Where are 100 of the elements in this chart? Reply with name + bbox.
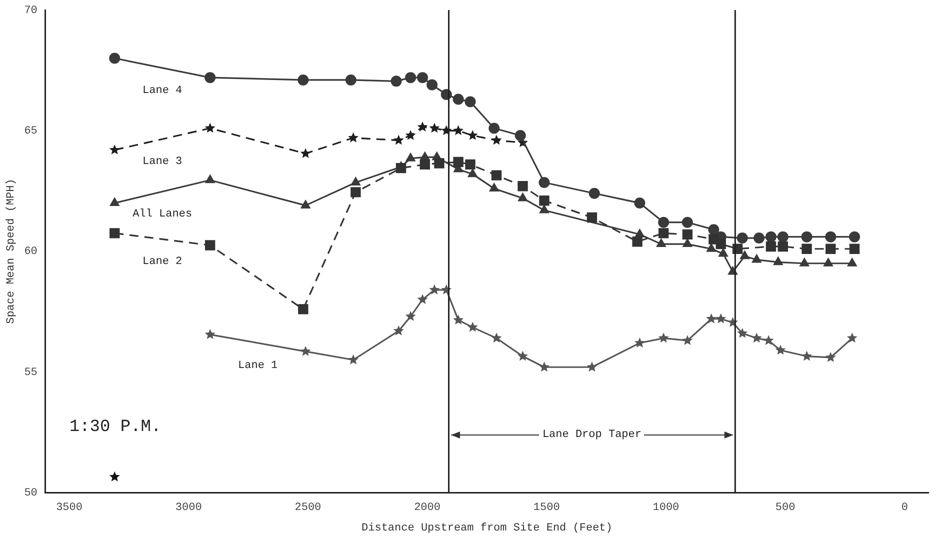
point (488, 122, 500, 134)
x-tick-label: 3500 (56, 502, 82, 514)
point (396, 162, 406, 174)
point (634, 198, 646, 209)
x-axis-title: Distance Upstream from Site End (Feet) (362, 522, 612, 534)
point (778, 241, 788, 252)
y-tick-label: 55 (24, 366, 38, 379)
y-axis-title: Space Mean Speed (MPH) (6, 178, 18, 324)
point (406, 152, 416, 162)
point (588, 188, 600, 199)
point (823, 258, 834, 266)
point (802, 244, 812, 254)
x-tick-label: 0 (901, 502, 908, 514)
point (539, 362, 550, 372)
point (586, 212, 598, 223)
point (849, 231, 860, 242)
point (345, 74, 356, 86)
annotation: Lane Drop Taper (539, 428, 644, 441)
point (800, 258, 810, 266)
point (682, 238, 692, 248)
point (586, 362, 598, 372)
point (434, 158, 444, 168)
point (465, 159, 476, 170)
point (763, 335, 774, 346)
point (777, 231, 788, 242)
point (109, 52, 120, 64)
point (682, 216, 693, 228)
point (452, 94, 464, 105)
point (350, 187, 361, 198)
y-tick-label: 65 (24, 126, 38, 138)
point (846, 332, 858, 343)
point (417, 122, 428, 132)
point (298, 74, 309, 86)
point (716, 238, 726, 250)
series-label: Lane 3 (142, 156, 182, 168)
point (426, 79, 438, 90)
point (658, 216, 670, 228)
point (656, 238, 666, 248)
point (468, 168, 478, 178)
point (348, 132, 359, 142)
y-tick-label: 60 (24, 246, 38, 258)
point (775, 344, 786, 355)
point (350, 177, 361, 186)
x-tick-label: 1000 (652, 502, 680, 514)
point (716, 313, 726, 324)
point (110, 228, 120, 238)
point (110, 198, 120, 206)
point (109, 144, 120, 154)
point (467, 130, 478, 140)
point (393, 134, 404, 145)
point (109, 471, 120, 482)
point (453, 314, 464, 325)
point (765, 231, 776, 242)
point (204, 122, 216, 133)
point (348, 354, 359, 364)
point (417, 72, 428, 84)
point (518, 350, 528, 361)
point (766, 241, 776, 252)
point (518, 181, 528, 192)
point (751, 332, 762, 343)
point (658, 228, 669, 238)
point (491, 134, 502, 145)
point (514, 130, 526, 141)
series-label: Lane 2 (142, 256, 182, 268)
point (204, 329, 216, 339)
point (632, 236, 642, 247)
point (658, 332, 669, 343)
point (300, 346, 311, 356)
series-label: Lane 4 (142, 84, 183, 97)
point (706, 243, 716, 252)
point (773, 256, 783, 266)
point (298, 304, 308, 314)
point (405, 72, 416, 84)
point (740, 250, 750, 260)
point (847, 258, 857, 266)
point (467, 322, 478, 332)
point (801, 231, 812, 242)
point (453, 125, 464, 136)
point (300, 200, 310, 208)
point (825, 231, 836, 242)
point (429, 122, 440, 133)
x-tick-label: 500 (775, 502, 796, 514)
point (538, 177, 550, 188)
point (390, 76, 402, 87)
annotation: 1:30 P.M. (69, 418, 162, 437)
series-label: All Lanes (132, 208, 192, 220)
point (539, 196, 550, 206)
point (205, 174, 215, 184)
point (754, 232, 765, 244)
point (464, 96, 476, 108)
point (682, 229, 693, 240)
point (393, 325, 404, 336)
y-tick-label: 50 (24, 488, 38, 500)
point (204, 72, 216, 84)
point (491, 332, 502, 343)
point (708, 224, 720, 236)
x-tick-label: 3000 (175, 502, 202, 514)
point (518, 192, 528, 202)
point (736, 232, 748, 244)
point (429, 284, 440, 294)
